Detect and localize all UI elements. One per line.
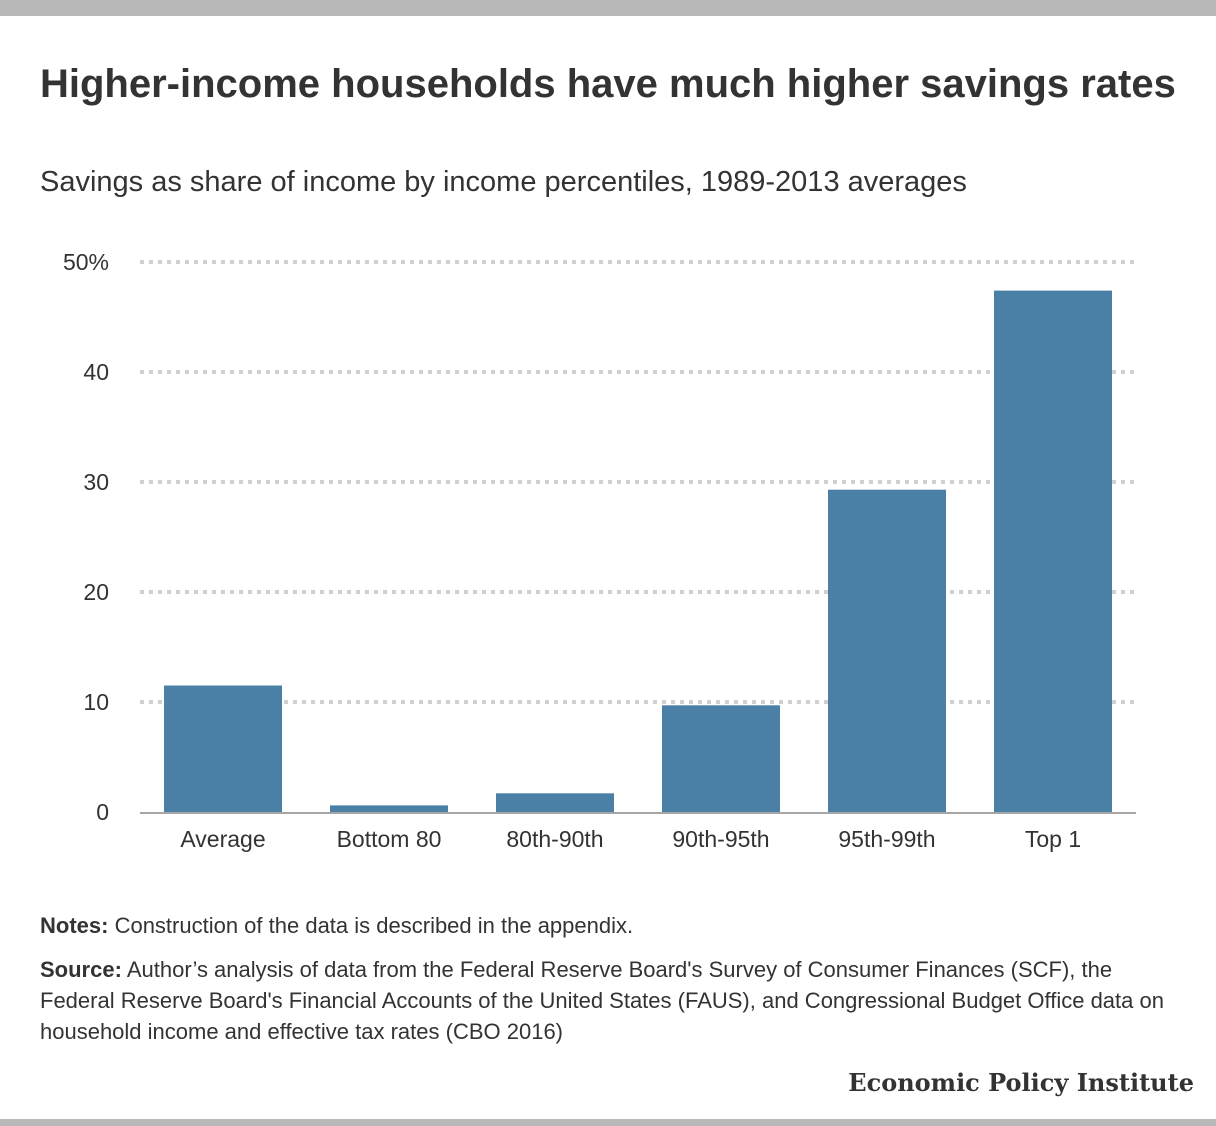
- bar-chart: 0 10 20 30 40 50% Average Bottom 80 80th-90th 90t…: [63, 249, 1136, 852]
- y-tick-label: 0: [96, 799, 109, 825]
- bar: [330, 805, 448, 812]
- bottom-band: [0, 1119, 1216, 1126]
- chart-title: Higher-income households have much highe…: [40, 62, 1176, 106]
- x-tick-label: 95th-99th: [838, 826, 935, 852]
- top-band: [0, 0, 1216, 16]
- notes-text: Construction of the data is described in…: [108, 913, 634, 938]
- bar: [994, 290, 1112, 813]
- x-tick-label: Bottom 80: [337, 826, 442, 852]
- y-tick-label: 20: [83, 579, 109, 605]
- y-tick-label: 10: [83, 689, 109, 715]
- y-tick-label: 50%: [63, 249, 109, 275]
- bar: [164, 685, 282, 812]
- x-tick-label: 90th-95th: [672, 826, 769, 852]
- y-tick-label: 40: [83, 359, 109, 385]
- y-tick-label: 30: [83, 469, 109, 495]
- notes: Notes: Construction of the data is descr…: [40, 910, 1180, 941]
- x-tick-label: Average: [180, 826, 265, 852]
- source: Source: Author’s analysis of data from t…: [40, 954, 1180, 1047]
- x-tick-label: 80th-90th: [506, 826, 603, 852]
- brand-logo-text: Economic Policy Institute: [848, 1068, 1194, 1097]
- notes-label: Notes:: [40, 913, 109, 938]
- x-tick-label: Top 1: [1025, 826, 1081, 852]
- source-text: Author’s analysis of data from the Feder…: [40, 957, 1164, 1044]
- chart-subtitle: Savings as share of income by income per…: [40, 166, 967, 198]
- bar: [828, 489, 946, 812]
- source-label: Source:: [40, 957, 122, 982]
- bar: [496, 793, 614, 812]
- bar: [662, 705, 780, 812]
